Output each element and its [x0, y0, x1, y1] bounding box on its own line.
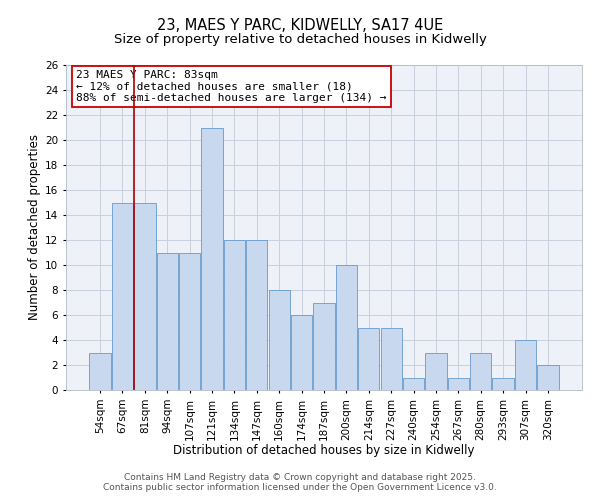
Bar	[493, 378, 514, 390]
X-axis label: Distribution of detached houses by size in Kidwelly: Distribution of detached houses by size …	[173, 444, 475, 457]
Bar	[537, 365, 559, 390]
Bar	[157, 252, 178, 390]
Bar	[336, 265, 357, 390]
Bar	[515, 340, 536, 390]
Bar	[425, 352, 446, 390]
Bar	[134, 202, 155, 390]
Bar	[246, 240, 268, 390]
Bar	[380, 328, 402, 390]
Bar	[202, 128, 223, 390]
Text: 23 MAES Y PARC: 83sqm
← 12% of detached houses are smaller (18)
88% of semi-deta: 23 MAES Y PARC: 83sqm ← 12% of detached …	[76, 70, 387, 103]
Bar	[358, 328, 379, 390]
Text: Size of property relative to detached houses in Kidwelly: Size of property relative to detached ho…	[113, 32, 487, 46]
Bar	[112, 202, 133, 390]
Bar	[179, 252, 200, 390]
Bar	[313, 302, 335, 390]
Bar	[448, 378, 469, 390]
Bar	[224, 240, 245, 390]
Text: 23, MAES Y PARC, KIDWELLY, SA17 4UE: 23, MAES Y PARC, KIDWELLY, SA17 4UE	[157, 18, 443, 32]
Bar	[403, 378, 424, 390]
Text: Contains HM Land Registry data © Crown copyright and database right 2025.
Contai: Contains HM Land Registry data © Crown c…	[103, 473, 497, 492]
Bar	[269, 290, 290, 390]
Bar	[89, 352, 111, 390]
Bar	[470, 352, 491, 390]
Bar	[291, 315, 312, 390]
Y-axis label: Number of detached properties: Number of detached properties	[28, 134, 41, 320]
